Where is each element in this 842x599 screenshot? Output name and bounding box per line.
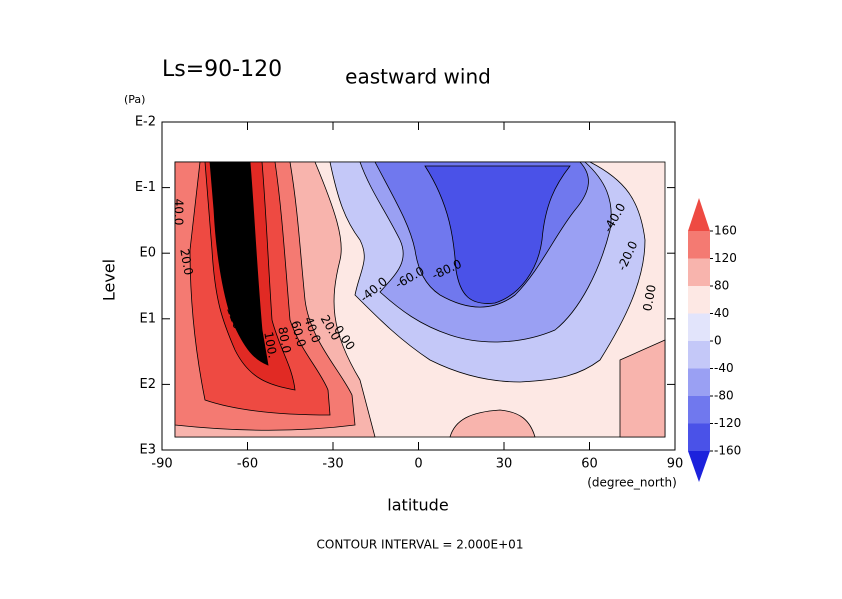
y-tick-label: E2	[140, 377, 157, 392]
colorbar-label: 0	[714, 334, 722, 348]
x-tick-label: 30	[496, 457, 513, 472]
y-tick-label: E1	[140, 311, 157, 326]
x-tick-label: 90	[667, 457, 684, 472]
colorbar-triangle	[688, 198, 710, 231]
contour-label: 20.0	[177, 248, 195, 277]
x-axis-label: latitude	[387, 496, 448, 515]
colorbar-box	[688, 396, 710, 424]
colorbar-box	[688, 286, 710, 314]
colorbar-box	[688, 258, 710, 286]
x-tick-label: -60	[237, 457, 258, 472]
colorbar-box	[688, 368, 710, 396]
colorbar-label: -120	[714, 416, 741, 430]
y-axis-label: Level	[100, 259, 119, 301]
contour-region	[424, 165, 571, 304]
contour-region	[619, 339, 666, 438]
colorbar-box	[688, 341, 710, 369]
colorbar-box	[688, 231, 710, 259]
x-tick-label: -90	[151, 457, 172, 472]
colorbar-label: 40	[714, 306, 729, 320]
x-tick-label: 0	[414, 457, 422, 472]
colorbar-label: -40	[714, 361, 734, 375]
contour-label: 60.0	[288, 319, 308, 348]
colorbar-box	[688, 423, 710, 451]
contour-label: 80.0	[275, 326, 293, 355]
y-tick-label: E0	[140, 246, 157, 261]
colorbar-label: 160	[714, 224, 737, 238]
colorbar-label: -80	[714, 389, 734, 403]
contour-field	[174, 161, 666, 438]
x-tick-label: -30	[322, 457, 343, 472]
colorbar-box	[688, 313, 710, 341]
y-tick-label: E3	[140, 443, 157, 458]
contour-label: 100.	[261, 331, 279, 360]
y-tick-label: E-1	[135, 180, 156, 195]
colorbar-label: -160	[714, 444, 741, 458]
chart-title: Ls=90-120	[162, 57, 282, 82]
contour-region	[209, 161, 269, 366]
footnote: CONTOUR INTERVAL = 2.000E+01	[317, 538, 524, 552]
contour-label: 40.0	[172, 199, 186, 226]
colorbar-triangle	[688, 451, 710, 482]
colorbar-label: 80	[714, 279, 729, 293]
y-tick-label: E-2	[135, 115, 156, 130]
colorbar-label: 120	[714, 251, 737, 265]
x-unit: (degree_north)	[587, 476, 677, 490]
contour-region	[449, 409, 536, 438]
chart-subtitle: eastward wind	[345, 65, 491, 89]
x-tick-label: 60	[581, 457, 598, 472]
y-unit: (Pa)	[124, 93, 145, 106]
contour-label: 0.00	[640, 284, 658, 313]
